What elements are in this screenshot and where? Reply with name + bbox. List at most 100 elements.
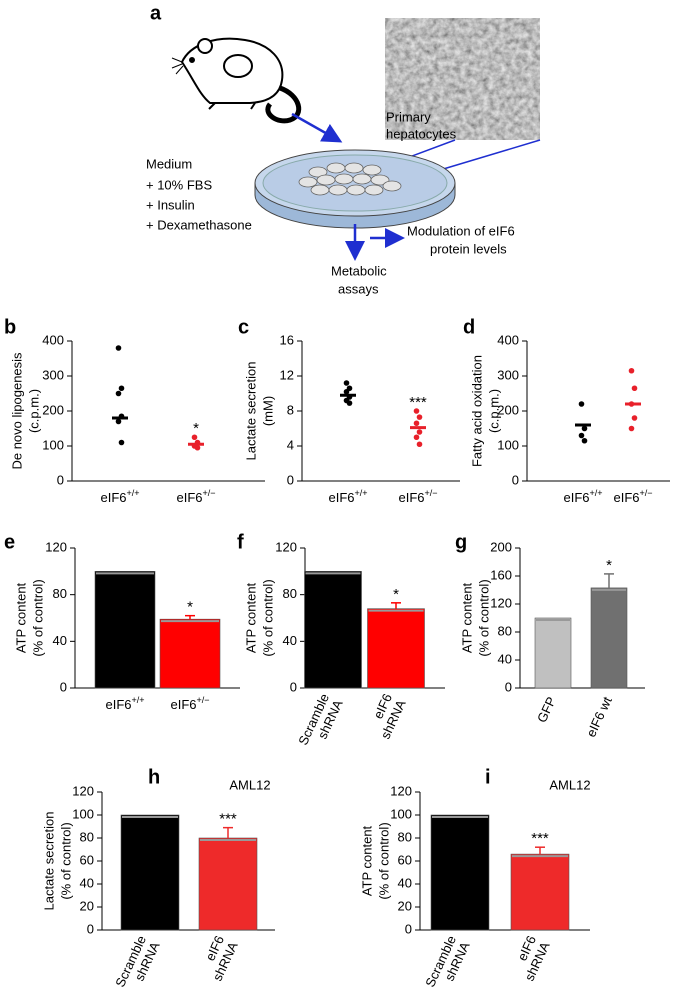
assays-text: Metabolic (331, 263, 387, 278)
y-tick-label: 300 (497, 367, 519, 382)
data-point (343, 388, 350, 395)
x-tick-label-base: eIF6 (398, 490, 424, 505)
x-tick-label-sup: +/− (640, 488, 653, 498)
data-point (115, 345, 122, 351)
panel-letter: f (237, 531, 244, 553)
y-tick-label: 200 (497, 402, 519, 417)
panel-letter: b (4, 316, 16, 338)
y-tick-label: 0 (505, 679, 512, 694)
cells-label: Primary (386, 109, 431, 124)
x-tick-label: eIF6+/− (398, 488, 437, 505)
significance: *** (219, 811, 237, 828)
mean-bar (625, 402, 641, 406)
bar (510, 853, 570, 931)
y-tick-label: 0 (512, 472, 519, 487)
significance: * (187, 599, 193, 616)
y-axis-label: Lactate secretion (41, 811, 56, 910)
y-tick-label: 100 (497, 437, 519, 452)
y-tick-label: 300 (42, 367, 64, 382)
y-axis-label: (% of control) (476, 579, 491, 656)
micrograph (385, 18, 540, 140)
bar (430, 814, 490, 931)
y-tick-label: 400 (42, 332, 64, 347)
y-axis-label: (% of control) (58, 822, 73, 899)
x-tick-label-base: eIF6 (105, 697, 131, 712)
y-tick-label: 120 (275, 539, 297, 554)
y-tick-label: 0 (405, 921, 412, 936)
y-axis-label: ATP content (359, 825, 374, 896)
mean-bar (340, 393, 356, 397)
x-tick-label: eIF6+/− (176, 488, 215, 505)
y-tick-label: 120 (490, 595, 512, 610)
data-point (416, 429, 423, 435)
data-point (194, 444, 201, 451)
x-tick-label: eIF6+/+ (563, 488, 602, 505)
significance: * (193, 420, 199, 437)
y-tick-label: 200 (42, 402, 64, 417)
y-tick-label: 60 (80, 852, 94, 867)
panel-letter: c (238, 316, 249, 338)
y-tick-label: 160 (490, 567, 512, 582)
y-tick-label: 40 (80, 875, 94, 890)
y-tick-label: 80 (498, 623, 512, 638)
y-axis-label: ATP content (459, 582, 474, 653)
significance: *** (409, 394, 427, 411)
significance: *** (531, 830, 549, 847)
x-tick-label-sup: +/+ (127, 488, 140, 498)
modulation-text: protein levels (430, 241, 507, 256)
y-axis-label: (% of control) (376, 822, 391, 899)
mouse-icon (171, 37, 302, 124)
y-tick-label: 60 (398, 852, 412, 867)
y-tick-label: 80 (283, 586, 297, 601)
y-tick-label: 80 (53, 586, 67, 601)
data-point (413, 408, 420, 414)
y-axis-label: ATP content (13, 582, 28, 653)
panel-letter: a (150, 2, 162, 24)
panel-letter: d (463, 316, 475, 338)
x-tick-label: eIF6+/+ (100, 488, 139, 505)
data-point (346, 400, 353, 406)
y-tick-label: 20 (80, 898, 94, 913)
data-point (413, 420, 420, 427)
y-tick-label: 100 (42, 437, 64, 452)
y-axis-label: (% of control) (30, 579, 45, 656)
x-tick-label: eIF6 wt (583, 694, 615, 739)
chart-title: AML12 (229, 777, 270, 792)
panel-letter: g (455, 531, 467, 553)
significance: * (393, 586, 399, 603)
x-tick-label-sup: +/+ (355, 488, 368, 498)
modulation-text: Modulation of eIF6 (407, 223, 515, 238)
medium-text: + Insulin (146, 197, 195, 212)
y-tick-label: 40 (498, 651, 512, 666)
y-tick-label: 120 (390, 783, 412, 798)
data-point (628, 425, 635, 432)
y-tick-label: 40 (283, 633, 297, 648)
y-tick-label: 0 (87, 921, 94, 936)
y-tick-label: 80 (398, 829, 412, 844)
arrow (291, 112, 343, 143)
data-point (416, 441, 423, 448)
bar (534, 617, 572, 689)
mean-bar (575, 423, 591, 427)
data-point (631, 385, 638, 392)
x-tick-label: GFP (534, 694, 559, 725)
data-point (118, 385, 125, 392)
y-tick-label: 40 (398, 875, 412, 890)
y-tick-label: 120 (72, 783, 94, 798)
mean-bar (112, 416, 128, 420)
y-tick-label: 400 (497, 332, 519, 347)
x-tick-label-base: eIF6 (176, 490, 202, 505)
assays-text: assays (338, 281, 379, 296)
y-tick-label: 12 (280, 367, 294, 382)
bar (198, 837, 258, 931)
bar (120, 814, 180, 931)
mean-bar (410, 426, 426, 430)
data-point (416, 414, 423, 420)
x-tick-label-base: eIF6 (563, 490, 589, 505)
x-tick-label-base: eIF6 (328, 490, 354, 505)
y-tick-label: 100 (390, 806, 412, 821)
x-tick-label: eIF6+/− (170, 695, 209, 712)
data-point (115, 390, 122, 397)
bar (367, 608, 425, 689)
y-axis-label: (mM) (260, 396, 275, 426)
